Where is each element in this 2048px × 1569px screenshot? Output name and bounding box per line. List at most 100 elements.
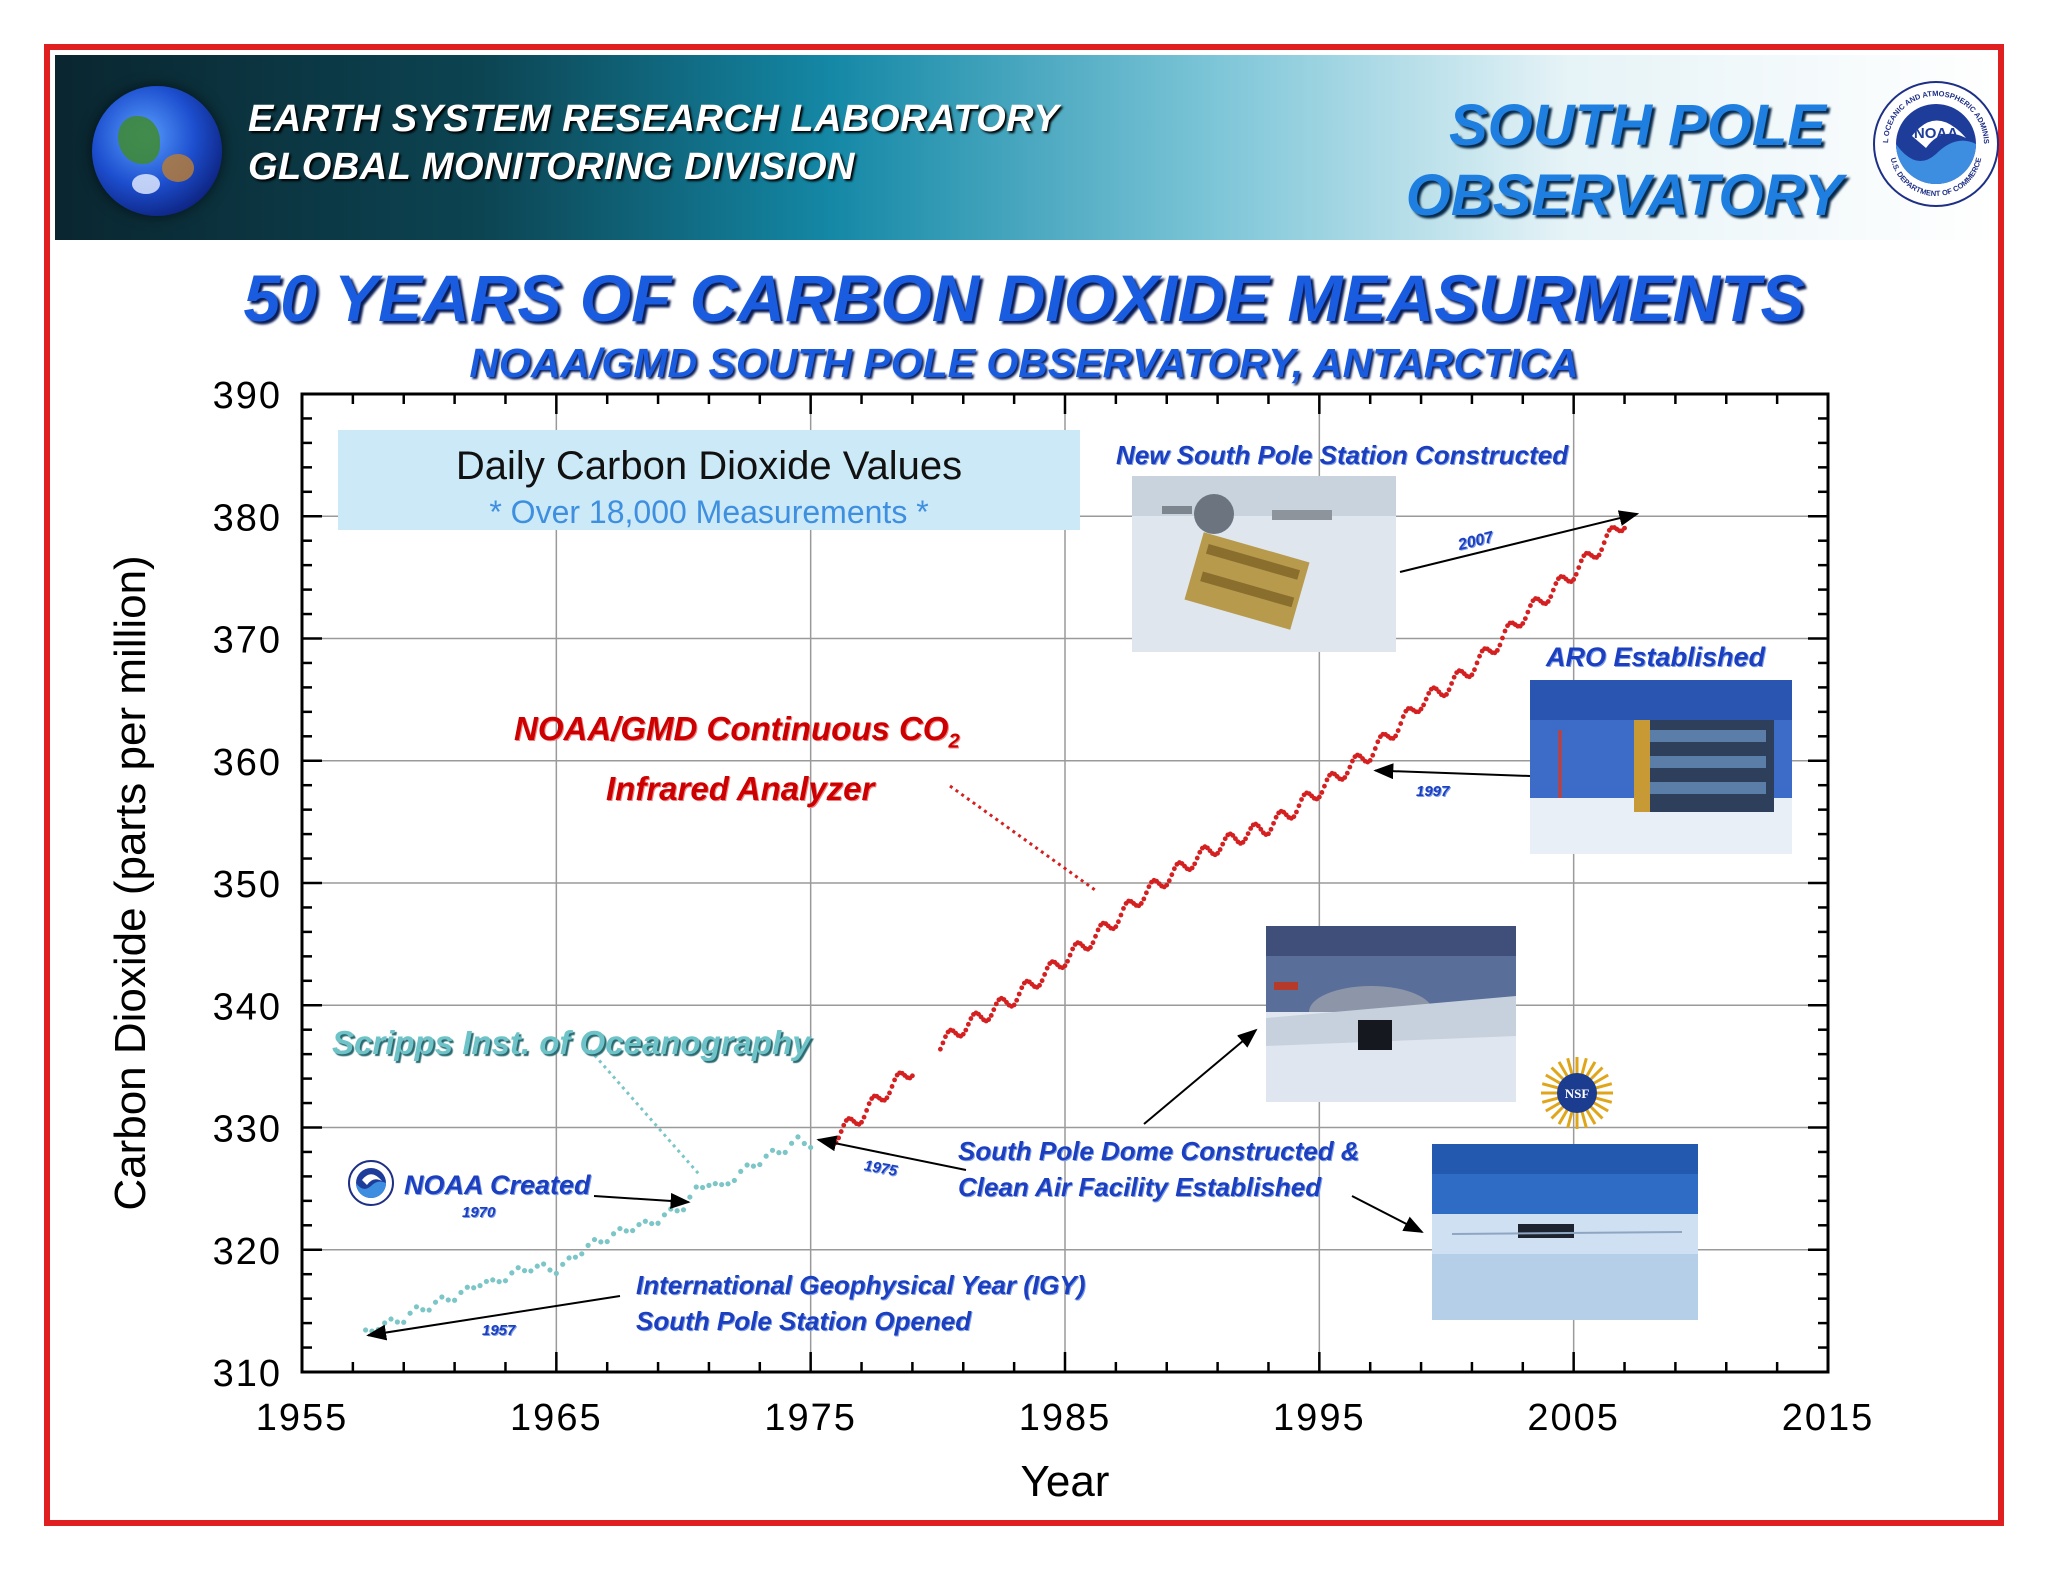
x-tick-label: 2015 — [1782, 1397, 1875, 1439]
data-point — [1372, 746, 1378, 751]
data-point — [763, 1153, 769, 1159]
data-point — [655, 1220, 661, 1226]
data-point — [1553, 581, 1559, 586]
data-point — [541, 1261, 547, 1267]
data-point — [1423, 696, 1429, 702]
data-point — [388, 1316, 394, 1322]
data-point — [1604, 533, 1610, 539]
data-point — [496, 1279, 502, 1285]
data-point — [1067, 952, 1073, 958]
data-point — [1243, 836, 1248, 842]
y-tick-label: 320 — [213, 1231, 282, 1273]
dome-photo — [1266, 926, 1516, 1102]
globe-logo-icon — [92, 86, 222, 216]
data-point — [937, 1046, 943, 1052]
arrow-noaa-gmd-dotted — [949, 784, 1097, 892]
observatory-name-line2: OBSERVATORY — [1405, 163, 1843, 228]
data-point — [1398, 721, 1404, 726]
x-axis-label: Year — [1021, 1457, 1110, 1506]
data-point — [1233, 836, 1238, 842]
data-point — [1121, 905, 1126, 911]
header-banner — [55, 55, 1995, 240]
data-point — [1347, 764, 1353, 770]
data-point — [801, 1140, 807, 1147]
data-point — [382, 1320, 388, 1326]
data-point — [841, 1122, 847, 1128]
data-point — [1316, 794, 1322, 800]
data-point — [1578, 558, 1584, 564]
data-point — [1299, 797, 1304, 802]
data-point — [892, 1077, 897, 1083]
data-point — [1065, 958, 1070, 964]
data-point — [413, 1304, 420, 1310]
data-point — [1400, 714, 1406, 719]
data-point — [1571, 577, 1577, 582]
data-point — [1070, 946, 1076, 952]
data-point — [1258, 826, 1264, 832]
data-point — [1143, 890, 1149, 896]
data-point — [375, 1327, 381, 1333]
data-point — [963, 1027, 969, 1033]
y-tick-label: 390 — [213, 375, 282, 417]
data-point — [1342, 775, 1348, 780]
nsf-logo-text: NSF — [1565, 1086, 1590, 1101]
data-point — [452, 1297, 458, 1303]
data-point — [1273, 814, 1279, 820]
data-point — [1192, 861, 1198, 867]
data-point — [725, 1181, 731, 1187]
data-point — [1573, 571, 1579, 577]
data-point — [731, 1177, 737, 1184]
data-point — [1500, 635, 1505, 641]
x-tick-label: 1985 — [1019, 1397, 1112, 1439]
data-point — [604, 1238, 610, 1245]
data-point — [1062, 963, 1068, 969]
data-point — [668, 1206, 674, 1212]
data-point — [1601, 540, 1607, 546]
data-point — [693, 1184, 699, 1190]
data-point — [1090, 940, 1096, 946]
data-point — [1016, 991, 1022, 997]
data-point — [1548, 594, 1554, 600]
data-point — [864, 1107, 870, 1113]
data-point — [617, 1225, 623, 1232]
annotation-aro-year: 1997 — [1416, 783, 1450, 800]
data-point — [445, 1297, 451, 1303]
data-point — [579, 1251, 585, 1257]
data-point — [1469, 672, 1475, 678]
annotation-aro: ARO Established — [1546, 642, 1766, 672]
data-point — [1164, 882, 1170, 888]
data-point — [680, 1207, 687, 1213]
data-point — [1393, 733, 1399, 739]
data-point — [859, 1119, 864, 1125]
data-point — [1474, 660, 1480, 666]
data-point — [1367, 757, 1373, 763]
data-point — [1245, 831, 1251, 837]
data-point — [1596, 552, 1602, 558]
data-point — [1550, 587, 1556, 593]
data-point — [515, 1265, 521, 1271]
data-point — [547, 1267, 553, 1273]
chart-points — [362, 525, 1627, 1334]
data-point — [1088, 945, 1093, 950]
data-point — [1291, 814, 1297, 820]
data-point — [706, 1182, 712, 1188]
y-tick-label: 350 — [213, 864, 282, 906]
data-point — [1118, 912, 1124, 918]
y-tick-label: 370 — [213, 620, 282, 662]
x-tick-label: 2005 — [1527, 1397, 1620, 1439]
annotation-igy-line1: International Geophysical Year (IGY) — [636, 1270, 1086, 1300]
data-point — [699, 1184, 706, 1191]
data-point — [1522, 616, 1528, 622]
data-point — [1141, 896, 1147, 902]
data-point — [1520, 621, 1526, 626]
annotation-dome-line2: Clean Air Facility Established — [958, 1172, 1322, 1202]
data-point — [757, 1161, 763, 1168]
data-point — [1044, 965, 1050, 971]
data-point — [1217, 847, 1223, 852]
data-point — [420, 1307, 426, 1313]
noaa-logo-icon: NATIONAL OCEANIC AND ATMOSPHERIC ADMINIS… — [1872, 80, 1999, 207]
data-point — [1472, 667, 1477, 673]
data-point — [401, 1319, 407, 1325]
noaa-logo-text: NOAA — [1914, 125, 1958, 142]
